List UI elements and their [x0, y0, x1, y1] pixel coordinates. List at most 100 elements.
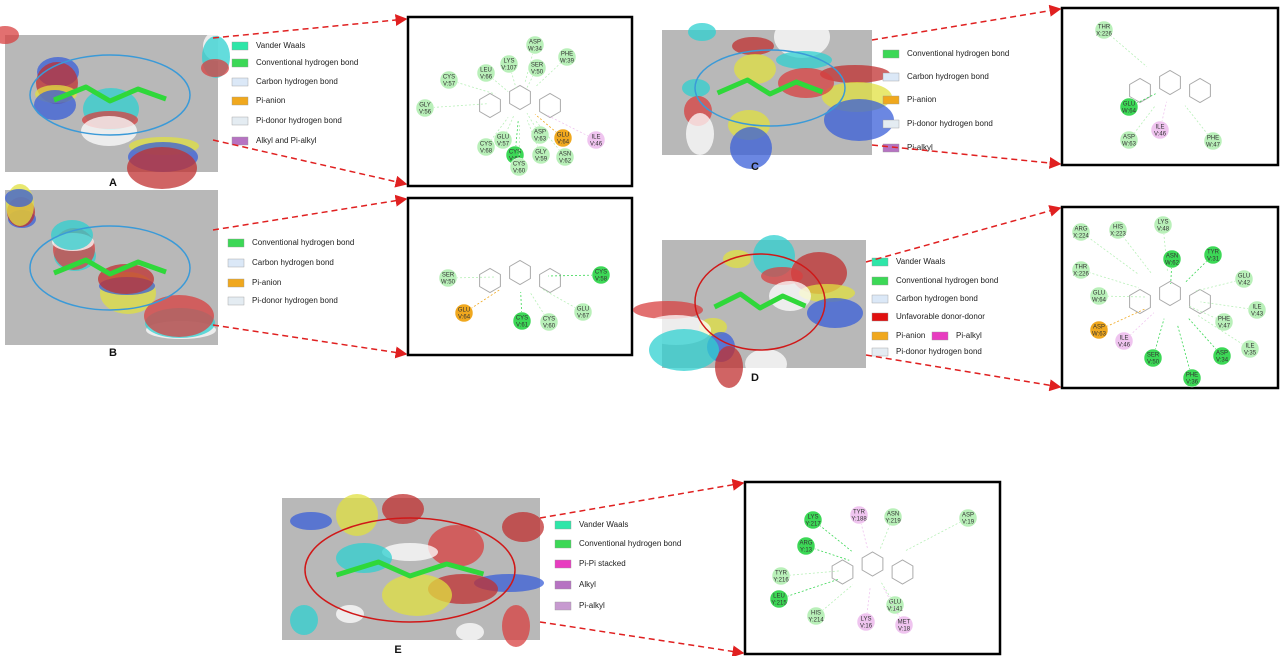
surface-patch — [456, 623, 484, 641]
residue-chain: Y:188 — [851, 517, 867, 523]
surface-patch — [723, 250, 751, 268]
legend-label: Vander Waals — [256, 41, 305, 50]
legend-label: Conventional hydrogen bond — [907, 49, 1009, 58]
legend-swatch — [228, 279, 244, 287]
legend-label: Alkyl — [579, 580, 596, 589]
residue-name: LEU — [480, 68, 492, 74]
legend-label: Pi-anion — [896, 331, 925, 340]
residue-chain: W:62 — [1165, 261, 1180, 267]
legend-label: Vander Waals — [579, 520, 628, 529]
panel-label: B — [109, 347, 117, 359]
residue-chain: V:46 — [1154, 132, 1167, 138]
legend-swatch — [872, 295, 888, 303]
residue-chain: X:223 — [1110, 232, 1126, 238]
residue-chain: V:46 — [590, 142, 603, 148]
surface-patch — [778, 68, 834, 98]
residue-name: LYS — [861, 617, 872, 623]
surface-patch — [686, 113, 714, 155]
legend-label: Carbon hydrogen bond — [256, 77, 338, 86]
legend-swatch — [555, 602, 571, 610]
legend-label: Conventional hydrogen bond — [256, 58, 358, 67]
surface-patch — [807, 298, 863, 328]
surface-patch — [81, 116, 137, 146]
residue-chain: W:63 — [1122, 142, 1137, 148]
legend-swatch — [228, 239, 244, 247]
residue-name: ILE — [591, 135, 600, 141]
callout-arrow — [213, 325, 406, 354]
residue-name: CYS — [513, 162, 525, 168]
residue-name: ARG — [1074, 227, 1087, 233]
residue-chain: V:36 — [1186, 380, 1199, 386]
residue-chain: V:43 — [1251, 312, 1264, 318]
residue-name: GLY — [535, 150, 547, 156]
legend-label: Pi-alkyl — [579, 601, 605, 610]
residue-chain: V:60 — [513, 169, 526, 175]
callout-arrow — [213, 199, 406, 230]
legend-swatch — [883, 73, 899, 81]
legend-label: Pi-donor hydrogen bond — [896, 347, 982, 356]
legend-label: Pi-Pi stacked — [579, 559, 626, 568]
surface-patch — [732, 37, 774, 55]
panel-label: D — [751, 372, 759, 384]
legend-swatch — [232, 78, 248, 86]
residue-name: CYS — [516, 316, 528, 322]
surface-patch — [715, 346, 743, 388]
residue-name: SER — [1147, 353, 1160, 359]
panel-label: E — [394, 644, 401, 656]
surface-patch — [502, 605, 530, 647]
residue-name: ILE — [1119, 336, 1128, 342]
residue-chain: Y:217 — [805, 522, 821, 528]
surface-patch — [502, 512, 544, 542]
panel-label: A — [109, 177, 117, 189]
surface-patch — [144, 295, 214, 337]
residue-name: GLY — [419, 103, 431, 109]
residue-name: ASP — [529, 40, 541, 46]
residue-chain: V:66 — [480, 75, 493, 81]
legend-swatch — [872, 332, 888, 340]
legend-swatch — [883, 120, 899, 128]
residue-chain: V:46 — [1118, 343, 1131, 349]
legend-label: Pi-alkyl — [907, 143, 933, 152]
callout-arrow — [540, 483, 743, 518]
residue-name: ASN — [887, 512, 899, 518]
figure: A Vander Waals Conventional hydrogen bond C… — [0, 0, 1282, 656]
callout-arrow — [866, 355, 1060, 387]
legend-swatch — [228, 297, 244, 305]
residue-chain: Y:216 — [773, 578, 789, 584]
residue-chain: V:42 — [1238, 281, 1251, 287]
legend-label: Pi-donor hydrogen bond — [907, 119, 993, 128]
legend-label: Unfavorable donor-donor — [896, 312, 985, 321]
residue-name: GLU — [889, 600, 901, 606]
surface-patch — [336, 605, 364, 623]
legend-swatch — [872, 258, 888, 266]
residue-name: SER — [531, 63, 544, 69]
residue-chain: V:19 — [962, 520, 975, 526]
residue-name: PHE — [1186, 373, 1198, 379]
surface-patch — [382, 574, 452, 616]
legend-swatch — [872, 277, 888, 285]
residue-chain: V:61 — [516, 323, 529, 329]
residue-name: ASP — [1216, 351, 1228, 357]
residue-name: CYS — [543, 317, 555, 323]
legend-swatch — [232, 137, 248, 145]
residue-chain: Y:13 — [800, 548, 813, 554]
residue-name: LEU — [773, 594, 785, 600]
residue-chain: V:67 — [577, 314, 590, 320]
residue-chain: V:64 — [458, 315, 471, 321]
residue-name: GLU — [1093, 291, 1105, 297]
callout-arrow — [213, 19, 406, 38]
residue-name: THR — [1098, 25, 1111, 31]
legend-swatch — [228, 259, 244, 267]
callout-arrow — [213, 140, 406, 184]
legend-label: Pi-anion — [907, 95, 936, 104]
residue-name: ASP — [534, 130, 546, 136]
interaction-diagram — [1062, 8, 1278, 165]
legend-label: Pi-donor hydrogen bond — [252, 296, 338, 305]
residue-name: CYS — [480, 142, 492, 148]
surface-patch — [734, 54, 776, 84]
residue-chain: V:50 — [1147, 360, 1160, 366]
residue-name: LYS — [808, 515, 819, 521]
residue-chain: V:48 — [1157, 227, 1170, 233]
residue-chain: V:60 — [543, 324, 556, 330]
legend-swatch — [232, 42, 248, 50]
